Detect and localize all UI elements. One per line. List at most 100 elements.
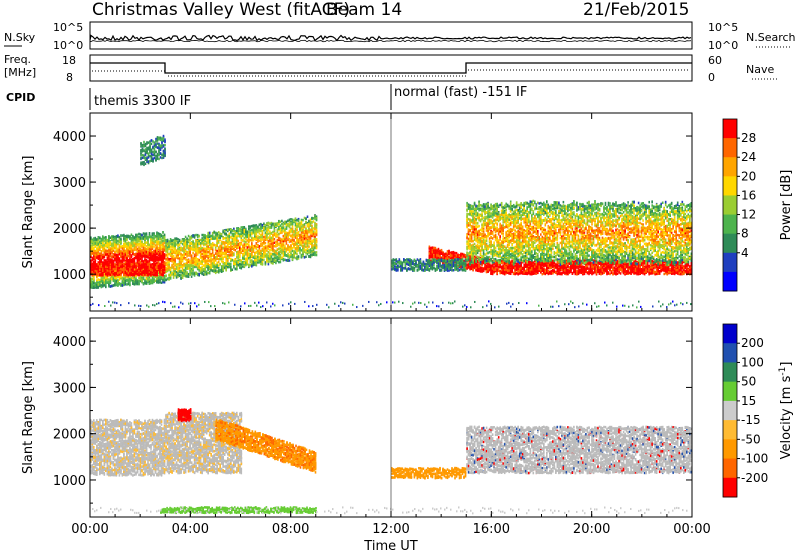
scatter-cell xyxy=(193,256,196,260)
scatter-cell xyxy=(233,248,235,251)
scatter-cell xyxy=(210,254,212,258)
scatter-cell xyxy=(114,237,116,240)
scatter-cell xyxy=(103,278,106,282)
scatter-cell xyxy=(204,268,206,271)
scatter-cell xyxy=(99,252,101,255)
scatter-cell xyxy=(233,259,235,262)
scatter-cell xyxy=(293,230,295,234)
scatter-cell xyxy=(219,236,221,239)
scatter-cell xyxy=(118,275,121,278)
scatter-cell xyxy=(178,239,181,242)
scatter-cell xyxy=(243,236,246,240)
scatter-cell xyxy=(166,258,169,262)
scatter-cell xyxy=(240,261,243,264)
scatter-cell xyxy=(181,276,184,279)
scatter-cell xyxy=(225,255,227,258)
scatter-cell xyxy=(311,250,313,253)
scatter-cell xyxy=(199,256,202,259)
scatter-cell xyxy=(207,234,209,238)
scatter-cell xyxy=(100,237,103,241)
scatter-cell xyxy=(90,251,92,254)
scatter-cell xyxy=(148,249,151,252)
scatter-cell xyxy=(154,253,157,257)
scatter-cell xyxy=(273,222,276,226)
scatter-cell xyxy=(114,284,116,287)
scatter-cell xyxy=(108,257,110,261)
scatter-cell xyxy=(255,263,258,266)
scatter-cell xyxy=(239,229,241,233)
scatter-cell xyxy=(106,244,109,247)
scatter-cell xyxy=(249,264,252,267)
scatter-cell xyxy=(230,245,232,248)
scatter-cell xyxy=(296,225,298,228)
scatter-cell xyxy=(94,254,97,257)
scatter-cell xyxy=(305,239,307,243)
scatter-cell xyxy=(288,245,291,249)
scatter-cell xyxy=(171,265,173,268)
scatter-cell xyxy=(102,245,104,249)
scatter-cell xyxy=(269,239,271,242)
scatter-cell xyxy=(220,247,223,250)
scatter-cell xyxy=(102,282,104,285)
scatter-cell xyxy=(124,261,127,264)
scatter-cell xyxy=(196,262,199,266)
scatter-cell xyxy=(145,248,148,251)
scatter-cell xyxy=(162,248,164,251)
scatter-cell xyxy=(148,258,151,261)
scatter-cell xyxy=(269,230,271,233)
scatter-cell xyxy=(165,270,167,273)
scatter-cell xyxy=(148,247,151,251)
scatter-cell xyxy=(291,241,294,244)
scatter-cell xyxy=(145,241,148,244)
scatter-cell xyxy=(309,231,312,234)
scatter-cell xyxy=(165,249,167,253)
scatter-cell xyxy=(145,232,148,235)
scatter-cell xyxy=(183,263,185,266)
scatter-cell xyxy=(187,247,190,251)
scatter-cell xyxy=(210,244,212,247)
scatter-cell xyxy=(177,253,179,257)
scatter-cell xyxy=(139,243,142,247)
scatter-cell xyxy=(147,241,149,245)
scatter-cell xyxy=(112,249,115,252)
scatter-cell xyxy=(99,236,101,239)
scatter-cell xyxy=(225,257,227,260)
scatter-cell xyxy=(282,243,285,247)
scatter-cell xyxy=(163,281,166,284)
scatter-cell xyxy=(178,264,181,267)
scatter-cell xyxy=(187,244,190,248)
scatter-cell xyxy=(269,249,271,252)
scatter-cell xyxy=(204,261,206,264)
scatter-cell xyxy=(141,245,143,248)
scatter-cell xyxy=(258,245,261,248)
scatter-cell xyxy=(127,275,130,279)
scatter-cell xyxy=(163,278,166,281)
scatter-cell xyxy=(201,260,203,264)
scatter-cell xyxy=(196,267,199,271)
scatter-cell xyxy=(145,233,148,237)
scatter-cell xyxy=(93,286,95,289)
scatter-cell xyxy=(252,256,255,259)
scatter-cell xyxy=(263,235,265,239)
scatter-cell xyxy=(138,237,140,241)
scatter-cell xyxy=(234,267,237,271)
scatter-cell xyxy=(202,250,205,253)
scatter-cell xyxy=(269,243,271,246)
scatter-cell xyxy=(281,243,283,246)
scatter-cell xyxy=(151,234,154,237)
scatter-cell xyxy=(132,281,134,284)
scatter-cell xyxy=(284,244,286,248)
scatter-cell xyxy=(199,254,202,258)
scatter-cell xyxy=(261,254,264,258)
scatter-cell xyxy=(243,245,246,248)
scatter-cell xyxy=(266,253,268,256)
scatter-cell xyxy=(169,274,172,277)
scatter-cell xyxy=(236,236,238,240)
scatter-cell xyxy=(308,255,310,258)
scatter-cell xyxy=(264,245,267,248)
scatter-cell xyxy=(249,233,252,237)
scatter-cell xyxy=(282,238,285,241)
scatter-cell xyxy=(160,260,163,264)
scatter-cell xyxy=(177,241,179,244)
scatter-cell xyxy=(132,234,134,238)
